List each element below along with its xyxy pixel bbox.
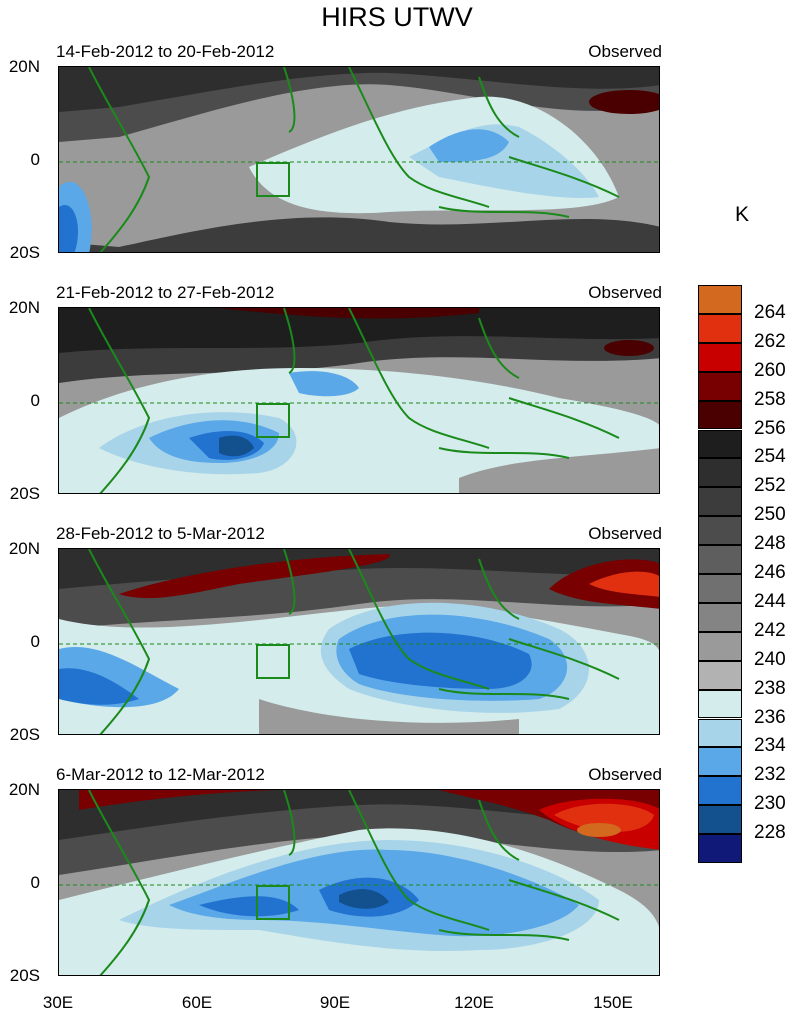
colorbar-swatch xyxy=(698,776,742,806)
colorbar-label: 262 xyxy=(754,330,786,352)
colorbar-label: 250 xyxy=(754,504,786,526)
colorbar-label: 240 xyxy=(754,648,786,670)
lat-label-20n: 20N xyxy=(8,57,40,76)
colorbar-swatch xyxy=(698,371,742,401)
colorbar-swatch xyxy=(698,429,742,459)
map-panel-1: 14-Feb-2012 to 20-Feb-2012 Observed 20N … xyxy=(9,42,662,262)
colorbar-swatch xyxy=(698,747,742,777)
colorbar-label: 234 xyxy=(754,735,786,757)
colorbar-label: 242 xyxy=(754,619,786,641)
colorbar-label: 244 xyxy=(754,590,786,612)
colorbar-swatch xyxy=(698,342,742,372)
lat-label-20s: 20S xyxy=(9,725,40,744)
map-panel-2: 21-Feb-2012 to 27-Feb-2012 Observed 20N … xyxy=(9,283,662,503)
colorbar-swatch xyxy=(698,574,742,603)
figure-title: HIRS UTWV xyxy=(321,2,473,32)
lat-label-20n: 20N xyxy=(8,780,40,799)
map-panel-3: 28-Feb-2012 to 5-Mar-2012 Observed 20N 0… xyxy=(9,524,662,744)
panel-label-1: Observed xyxy=(588,42,662,61)
colorbar-swatch xyxy=(698,602,742,632)
colorbar-swatch xyxy=(698,805,742,835)
colorbar-label: 256 xyxy=(754,417,786,439)
panel-period-4: 6-Mar-2012 to 12-Mar-2012 xyxy=(56,765,265,784)
colorbar-swatch xyxy=(698,285,742,314)
colorbar-label: 246 xyxy=(754,562,786,583)
unit-label: K xyxy=(735,203,750,226)
colorbar-label: 228 xyxy=(754,822,786,844)
lon-label-60e: 60E xyxy=(181,993,213,1012)
lon-label-30e: 30E xyxy=(42,993,74,1012)
contour-map xyxy=(58,66,660,253)
lat-label-0: 0 xyxy=(30,873,40,892)
colorbar-label: 254 xyxy=(754,446,786,468)
map-panel-4: 6-Mar-2012 to 12-Mar-2012 Observed 20N 0… xyxy=(9,765,662,985)
colorbar-label: 264 xyxy=(754,301,786,323)
colorbar-label: 252 xyxy=(754,475,786,497)
panel-period-2: 21-Feb-2012 to 27-Feb-2012 xyxy=(56,283,275,302)
colorbar-swatch xyxy=(698,631,742,661)
lat-label-20s: 20S xyxy=(9,966,40,985)
contour-map xyxy=(58,789,660,976)
colorbar-swatch xyxy=(698,718,742,748)
lat-label-20n: 20N xyxy=(8,298,40,317)
contour-map xyxy=(58,307,660,494)
lat-label-0: 0 xyxy=(30,391,40,410)
colorbar-swatch xyxy=(698,545,742,574)
panel-period-1: 14-Feb-2012 to 20-Feb-2012 xyxy=(56,42,275,61)
panel-label-3: Observed xyxy=(588,524,662,543)
colorbar-swatch xyxy=(698,487,742,517)
lon-label-90e: 90E xyxy=(319,993,351,1012)
colorbar-label: 248 xyxy=(754,533,786,555)
colorbar-swatch xyxy=(698,313,742,343)
colorbar-label: 260 xyxy=(754,359,786,381)
lat-label-20s: 20S xyxy=(9,243,40,262)
colorbar-swatch xyxy=(698,516,742,546)
panel-label-2: Observed xyxy=(588,283,662,302)
colorbar-label: 232 xyxy=(754,764,786,786)
colorbar-swatch xyxy=(698,400,742,430)
lon-label-150e: 150E xyxy=(593,993,633,1012)
colorbar-label: 258 xyxy=(754,388,786,410)
lat-label-20n: 20N xyxy=(8,539,40,558)
lat-label-20s: 20S xyxy=(9,484,40,503)
colorbar-label: 238 xyxy=(754,677,786,699)
colorbar-swatch xyxy=(698,660,742,690)
colorbar-swatch xyxy=(698,689,742,719)
colorbar-swatch xyxy=(698,834,742,863)
lat-label-0: 0 xyxy=(30,632,40,651)
panel-label-4: Observed xyxy=(588,765,662,784)
colorbar-swatch xyxy=(698,458,742,488)
lon-label-120e: 120E xyxy=(454,993,494,1012)
contour-map xyxy=(58,548,660,735)
colorbar-label: 230 xyxy=(754,793,786,815)
colorbar-label: 236 xyxy=(754,706,786,728)
lat-label-0: 0 xyxy=(30,150,40,169)
panel-period-3: 28-Feb-2012 to 5-Mar-2012 xyxy=(56,524,265,543)
